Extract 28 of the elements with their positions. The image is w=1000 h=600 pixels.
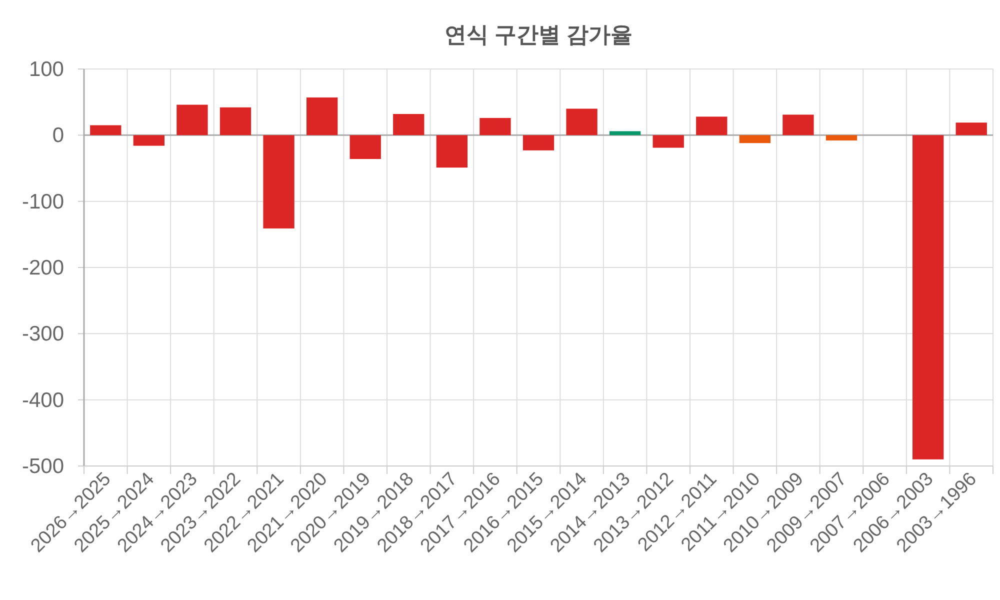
y-tick-label: -300 xyxy=(22,322,64,346)
y-tick-label: -200 xyxy=(22,256,64,280)
bar xyxy=(652,135,684,148)
bar xyxy=(90,125,122,136)
bar xyxy=(220,107,252,136)
bar xyxy=(436,135,468,168)
bar xyxy=(176,104,208,136)
y-tick-label: -100 xyxy=(22,190,64,214)
chart-title: 연식 구간별 감가율 xyxy=(444,22,633,47)
y-tick-label: -500 xyxy=(22,455,64,478)
bar xyxy=(696,116,728,136)
bar xyxy=(566,108,598,136)
bar xyxy=(826,135,858,140)
bar xyxy=(480,118,511,136)
bar xyxy=(912,135,944,460)
bar xyxy=(782,114,814,136)
bar xyxy=(522,135,554,150)
bar xyxy=(306,97,338,136)
bar xyxy=(393,114,424,136)
bar xyxy=(739,135,771,144)
bar xyxy=(609,131,641,136)
y-tick-label: 0 xyxy=(52,124,64,148)
bar xyxy=(133,135,165,146)
bar xyxy=(956,122,987,136)
y-tick-label: -400 xyxy=(22,388,64,412)
bar xyxy=(350,135,381,159)
bar xyxy=(263,135,294,228)
y-tick-label: 100 xyxy=(28,58,64,81)
